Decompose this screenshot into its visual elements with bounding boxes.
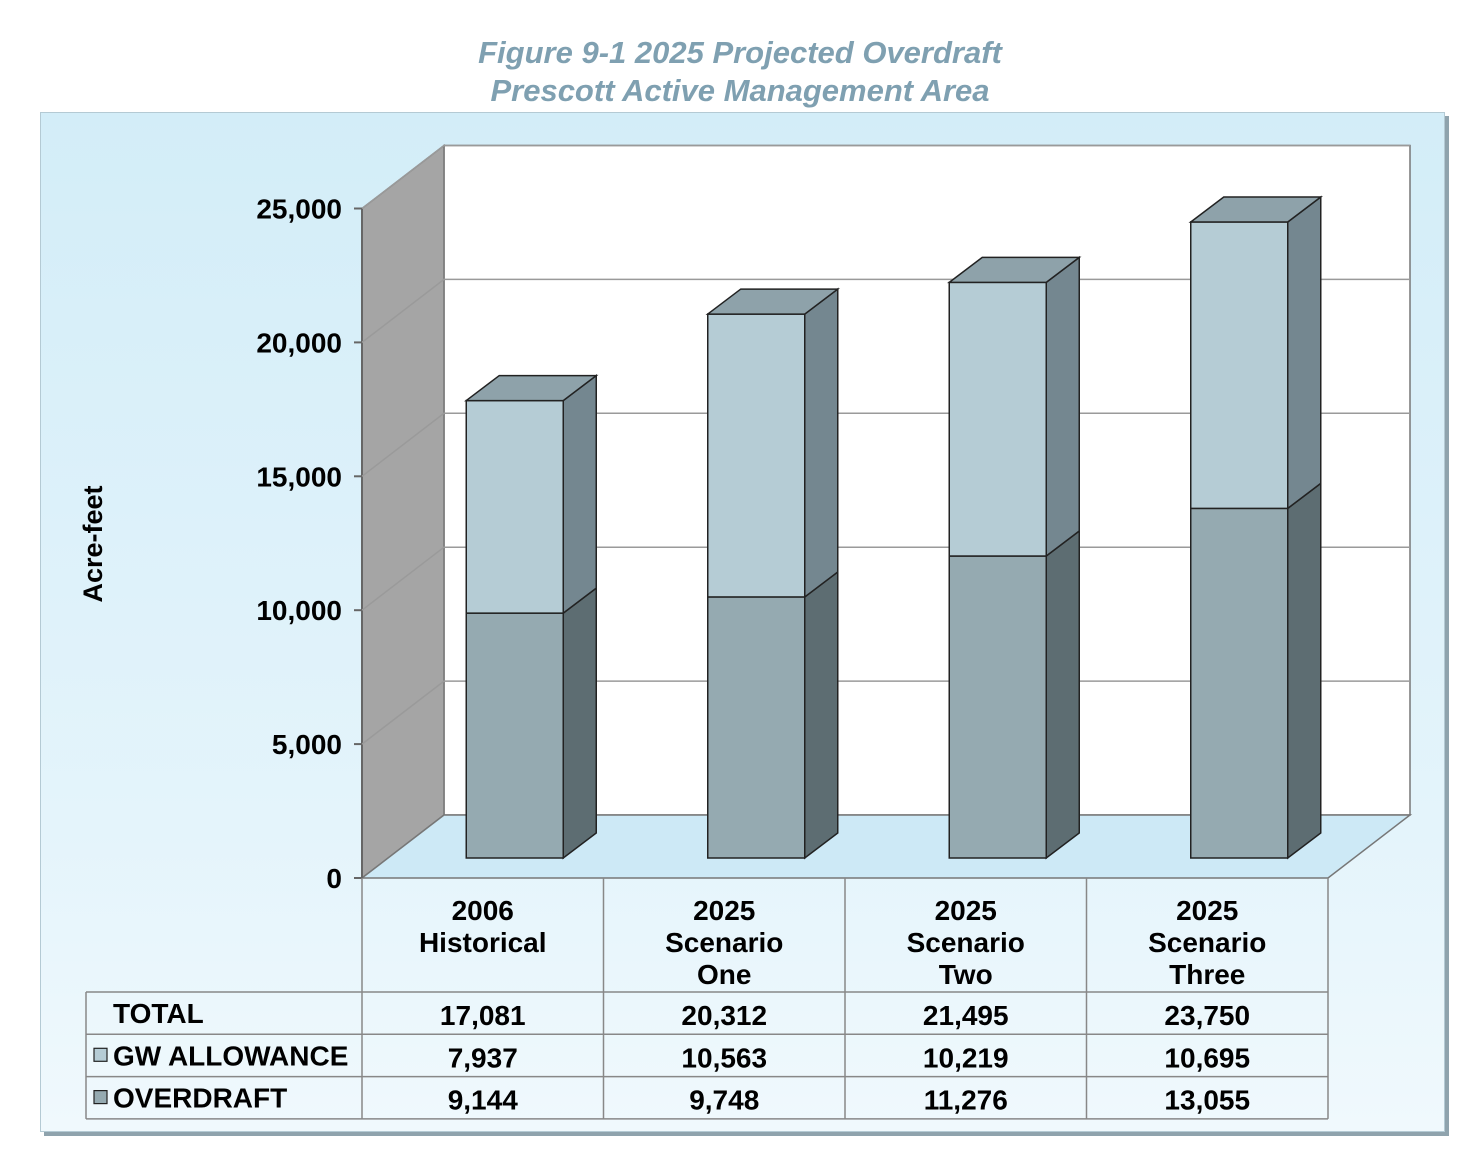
table-row-label: GW ALLOWANCE: [113, 1040, 348, 1071]
category-label: Scenario: [907, 927, 1025, 958]
table-cell: 10,695: [1164, 1042, 1250, 1073]
stacked-bar: [464, 374, 599, 860]
bar-front-overdraft: [707, 596, 806, 859]
stacked-bar: [1188, 195, 1323, 860]
gridline: [361, 412, 1410, 477]
table-cell: 7,937: [448, 1042, 518, 1073]
gridline: [361, 144, 1410, 210]
bar-front-gw-allowance: [707, 313, 806, 598]
category-label: Scenario: [665, 927, 783, 958]
bar-side-gw-allowance: [804, 287, 839, 599]
category-label: 2025: [935, 895, 997, 926]
side-wall: [361, 143, 445, 880]
legend-marker: [93, 1047, 108, 1062]
category-label: 2025: [1176, 895, 1238, 926]
y-tick-label: 5,000: [272, 729, 342, 760]
stacked-bar: [947, 255, 1082, 860]
y-tick-label: 10,000: [256, 595, 342, 626]
floor: [359, 814, 1413, 879]
plot-walls: [359, 143, 1413, 880]
category-label: Historical: [419, 927, 547, 958]
y-tick-label: 25,000: [256, 194, 342, 225]
bar-side-gw-allowance: [1287, 195, 1322, 510]
bar-top: [947, 256, 1082, 284]
table-cell: 11,276: [924, 1085, 1008, 1116]
bar-top: [464, 374, 599, 402]
category-label: Three: [1169, 959, 1245, 990]
category-label: One: [697, 959, 751, 990]
y-axis-ticks: 0 5,000 10,000 15,000 20,000 25,000: [256, 194, 362, 894]
bar-top: [1188, 196, 1323, 223]
table-cell: 9,748: [689, 1085, 759, 1116]
legend-marker: [93, 1089, 108, 1105]
bar-front-overdraft: [948, 555, 1047, 859]
bar-side-gw-allowance: [562, 374, 597, 615]
bars: [464, 195, 1323, 860]
category-label: Two: [939, 959, 993, 990]
bar-front-overdraft: [465, 612, 564, 859]
category-label: Scenario: [1148, 927, 1266, 958]
table-cell: 10,563: [681, 1042, 767, 1073]
gridlines: [361, 144, 1410, 745]
bar-side-overdraft: [1045, 529, 1080, 860]
bar-front-gw-allowance: [465, 399, 564, 614]
table-cell: 23,750: [1164, 1000, 1250, 1031]
bar-side-gw-allowance: [1045, 255, 1080, 558]
table-row-label: TOTAL: [113, 998, 204, 1029]
y-axis-title: Acre-feet: [78, 485, 108, 602]
bar-front-gw-allowance: [948, 281, 1047, 557]
bar-top: [705, 288, 840, 315]
bar-side-overdraft: [562, 586, 597, 860]
table-cell: 21,495: [923, 1000, 1009, 1031]
table-cell: 17,081: [440, 1000, 526, 1031]
figure-title-line-2: Prescott Active Management Area: [490, 73, 990, 108]
table-cell: 13,055: [1164, 1085, 1250, 1116]
stacked-bar: [705, 287, 840, 860]
y-tick-label: 15,000: [256, 461, 342, 492]
gridline: [361, 546, 1410, 611]
gridline: [361, 278, 1410, 343]
bar-side-overdraft: [804, 570, 839, 860]
category-label: 2006: [452, 895, 514, 926]
bar-side-overdraft: [1287, 481, 1322, 860]
bar-front-overdraft: [1190, 507, 1289, 859]
y-tick-label: 20,000: [256, 327, 342, 358]
figure-title-line-1: Figure 9-1 2025 Projected Overdraft: [478, 35, 1002, 70]
table-row-label: OVERDRAFT: [113, 1083, 287, 1114]
category-label: 2025: [693, 895, 755, 926]
data-table: 2006Historical2025ScenarioOne2025Scenari…: [85, 878, 1329, 1120]
table-cell: 9,144: [448, 1085, 518, 1116]
bar-front-gw-allowance: [1190, 221, 1289, 510]
table-cell: 20,312: [681, 1000, 767, 1031]
table-cell: 10,219: [923, 1042, 1009, 1073]
gridline: [361, 680, 1410, 745]
y-tick-label: 0: [326, 863, 342, 894]
